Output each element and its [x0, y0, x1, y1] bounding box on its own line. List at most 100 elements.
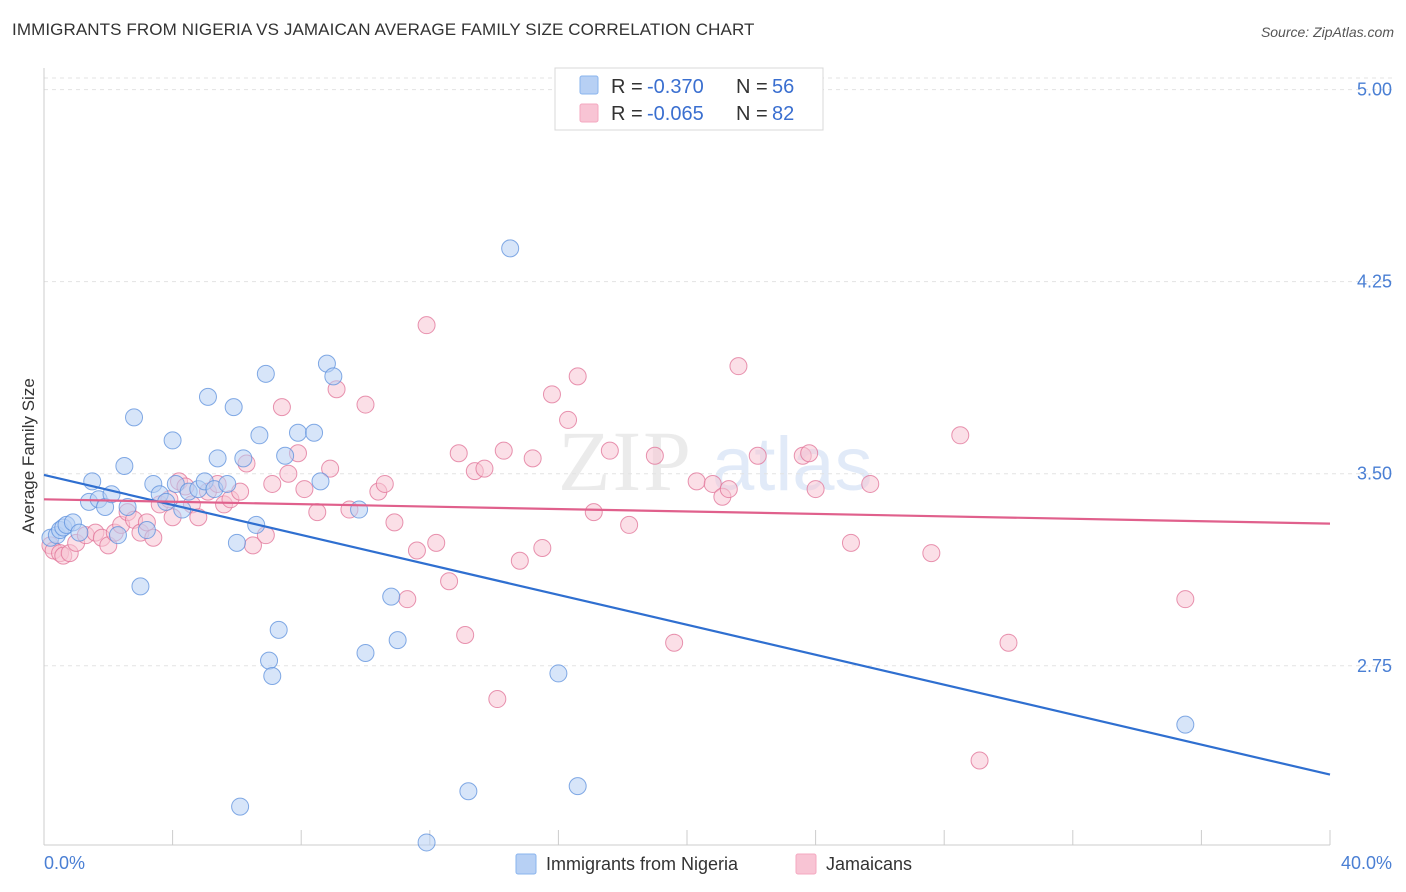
nigeria-point	[276, 446, 295, 465]
source-credit: Source: ZipAtlas.com	[1260, 24, 1394, 40]
jamaicans-point	[385, 513, 404, 532]
nigeria-point	[382, 587, 401, 606]
nigeria-point	[163, 431, 182, 450]
trend-line-jamaicans	[43, 498, 1331, 525]
nigeria-point	[305, 423, 324, 442]
jamaicans-point	[951, 426, 970, 445]
jamaicans-point	[398, 590, 417, 609]
nigeria-point	[501, 239, 520, 258]
trend-lines	[43, 473, 1331, 776]
jamaicans-point	[407, 541, 426, 560]
nigeria-point	[198, 387, 217, 406]
stats-swatch-jamaicans	[579, 103, 599, 123]
nigeria-point	[137, 521, 156, 540]
nigeria-point	[250, 426, 269, 445]
y-tick-label: 3.50	[1357, 464, 1392, 484]
jamaicans-point	[427, 533, 446, 552]
nigeria-point	[311, 472, 330, 491]
y-tick-label: 5.00	[1357, 80, 1392, 100]
nigeria-point	[115, 457, 134, 476]
nigeria-point	[218, 474, 237, 493]
jamaicans-point	[861, 474, 880, 493]
watermark-atlas: atlas	[712, 422, 873, 507]
jamaicans-point	[440, 572, 459, 591]
nigeria-point	[256, 364, 275, 383]
jamaicans-point	[1176, 590, 1195, 609]
jamaicans-point	[488, 690, 507, 709]
jamaicans-point	[584, 503, 603, 522]
nigeria-point	[125, 408, 144, 427]
y-axis-label: Average Family Size	[19, 378, 38, 534]
legend-label-jamaicans: Jamaicans	[826, 854, 912, 874]
stats-swatch-nigeria	[579, 75, 599, 95]
legend-label-nigeria: Immigrants from Nigeria	[546, 854, 739, 874]
nigeria-point	[568, 777, 587, 796]
nigeria-point	[288, 423, 307, 442]
series-nigeria	[41, 239, 1195, 852]
jamaicans-point	[729, 357, 748, 376]
nigeria-point	[1176, 715, 1195, 734]
legend-swatch-nigeria	[515, 853, 537, 875]
jamaicans-point	[263, 474, 282, 493]
nigeria-point	[234, 449, 253, 468]
nigeria-point	[324, 367, 343, 386]
nigeria-point	[260, 651, 279, 670]
jamaicans-point	[665, 633, 684, 652]
stats-n-value-nigeria: 56	[772, 76, 794, 98]
jamaicans-point	[417, 316, 436, 335]
nigeria-point	[388, 631, 407, 650]
jamaicans-point	[356, 395, 375, 414]
jamaicans-point	[841, 533, 860, 552]
series-legend: Immigrants from Nigeria Jamaicans	[515, 853, 912, 875]
jamaicans-point	[600, 441, 619, 460]
nigeria-point	[231, 797, 250, 816]
watermark: ZIP atlas	[558, 413, 873, 509]
jamaicans-point	[523, 449, 542, 468]
jamaicans-point	[568, 367, 587, 386]
stats-n-label-nigeria: N =	[736, 76, 768, 98]
jamaicans-point	[308, 503, 327, 522]
nigeria-point	[263, 666, 282, 685]
jamaicans-point	[533, 538, 552, 557]
jamaicans-point	[703, 474, 722, 493]
stats-r-label-nigeria: R =	[611, 76, 643, 98]
jamaicans-point	[510, 551, 529, 570]
jamaicans-point	[970, 751, 989, 770]
jamaicans-point	[321, 459, 340, 478]
jamaicans-point	[748, 446, 767, 465]
nigeria-point	[417, 833, 436, 852]
jamaicans-point	[475, 459, 494, 478]
y-tick-label: 4.25	[1357, 272, 1392, 292]
chart-title: IMMIGRANTS FROM NIGERIA VS JAMAICAN AVER…	[12, 20, 755, 39]
stats-n-label-jamaicans: N =	[736, 103, 768, 125]
jamaicans-point	[806, 480, 825, 499]
nigeria-point	[350, 500, 369, 519]
x-tick-marks	[43, 830, 1331, 845]
stats-n-value-jamaicans: 82	[772, 103, 794, 125]
jamaicans-point	[542, 385, 561, 404]
jamaicans-point	[279, 464, 298, 483]
nigeria-point	[118, 497, 137, 516]
jamaicans-point	[449, 444, 468, 463]
watermark-zip: ZIP	[558, 413, 693, 509]
legend-swatch-jamaicans	[795, 853, 817, 875]
x-tick-label-max: 40.0%	[1341, 853, 1392, 873]
nigeria-point	[227, 533, 246, 552]
nigeria-point	[70, 523, 89, 542]
jamaicans-point	[687, 472, 706, 491]
nigeria-point	[459, 782, 478, 801]
stats-r-value-jamaicans: -0.065	[647, 103, 704, 125]
jamaicans-point	[456, 626, 475, 645]
nigeria-point	[549, 664, 568, 683]
trend-line-nigeria	[43, 473, 1331, 776]
nigeria-point	[224, 398, 243, 417]
series-jamaicans	[41, 316, 1195, 770]
nigeria-point	[356, 643, 375, 662]
jamaicans-point	[559, 410, 578, 429]
y-tick-label: 2.75	[1357, 656, 1392, 676]
nigeria-point	[208, 449, 227, 468]
y-tick-labels: 5.00 4.25 3.50 2.75	[1357, 80, 1392, 676]
stats-legend: R = -0.370 N = 56 R = -0.065 N = 82	[554, 67, 824, 131]
x-tick-label-min: 0.0%	[44, 853, 85, 873]
